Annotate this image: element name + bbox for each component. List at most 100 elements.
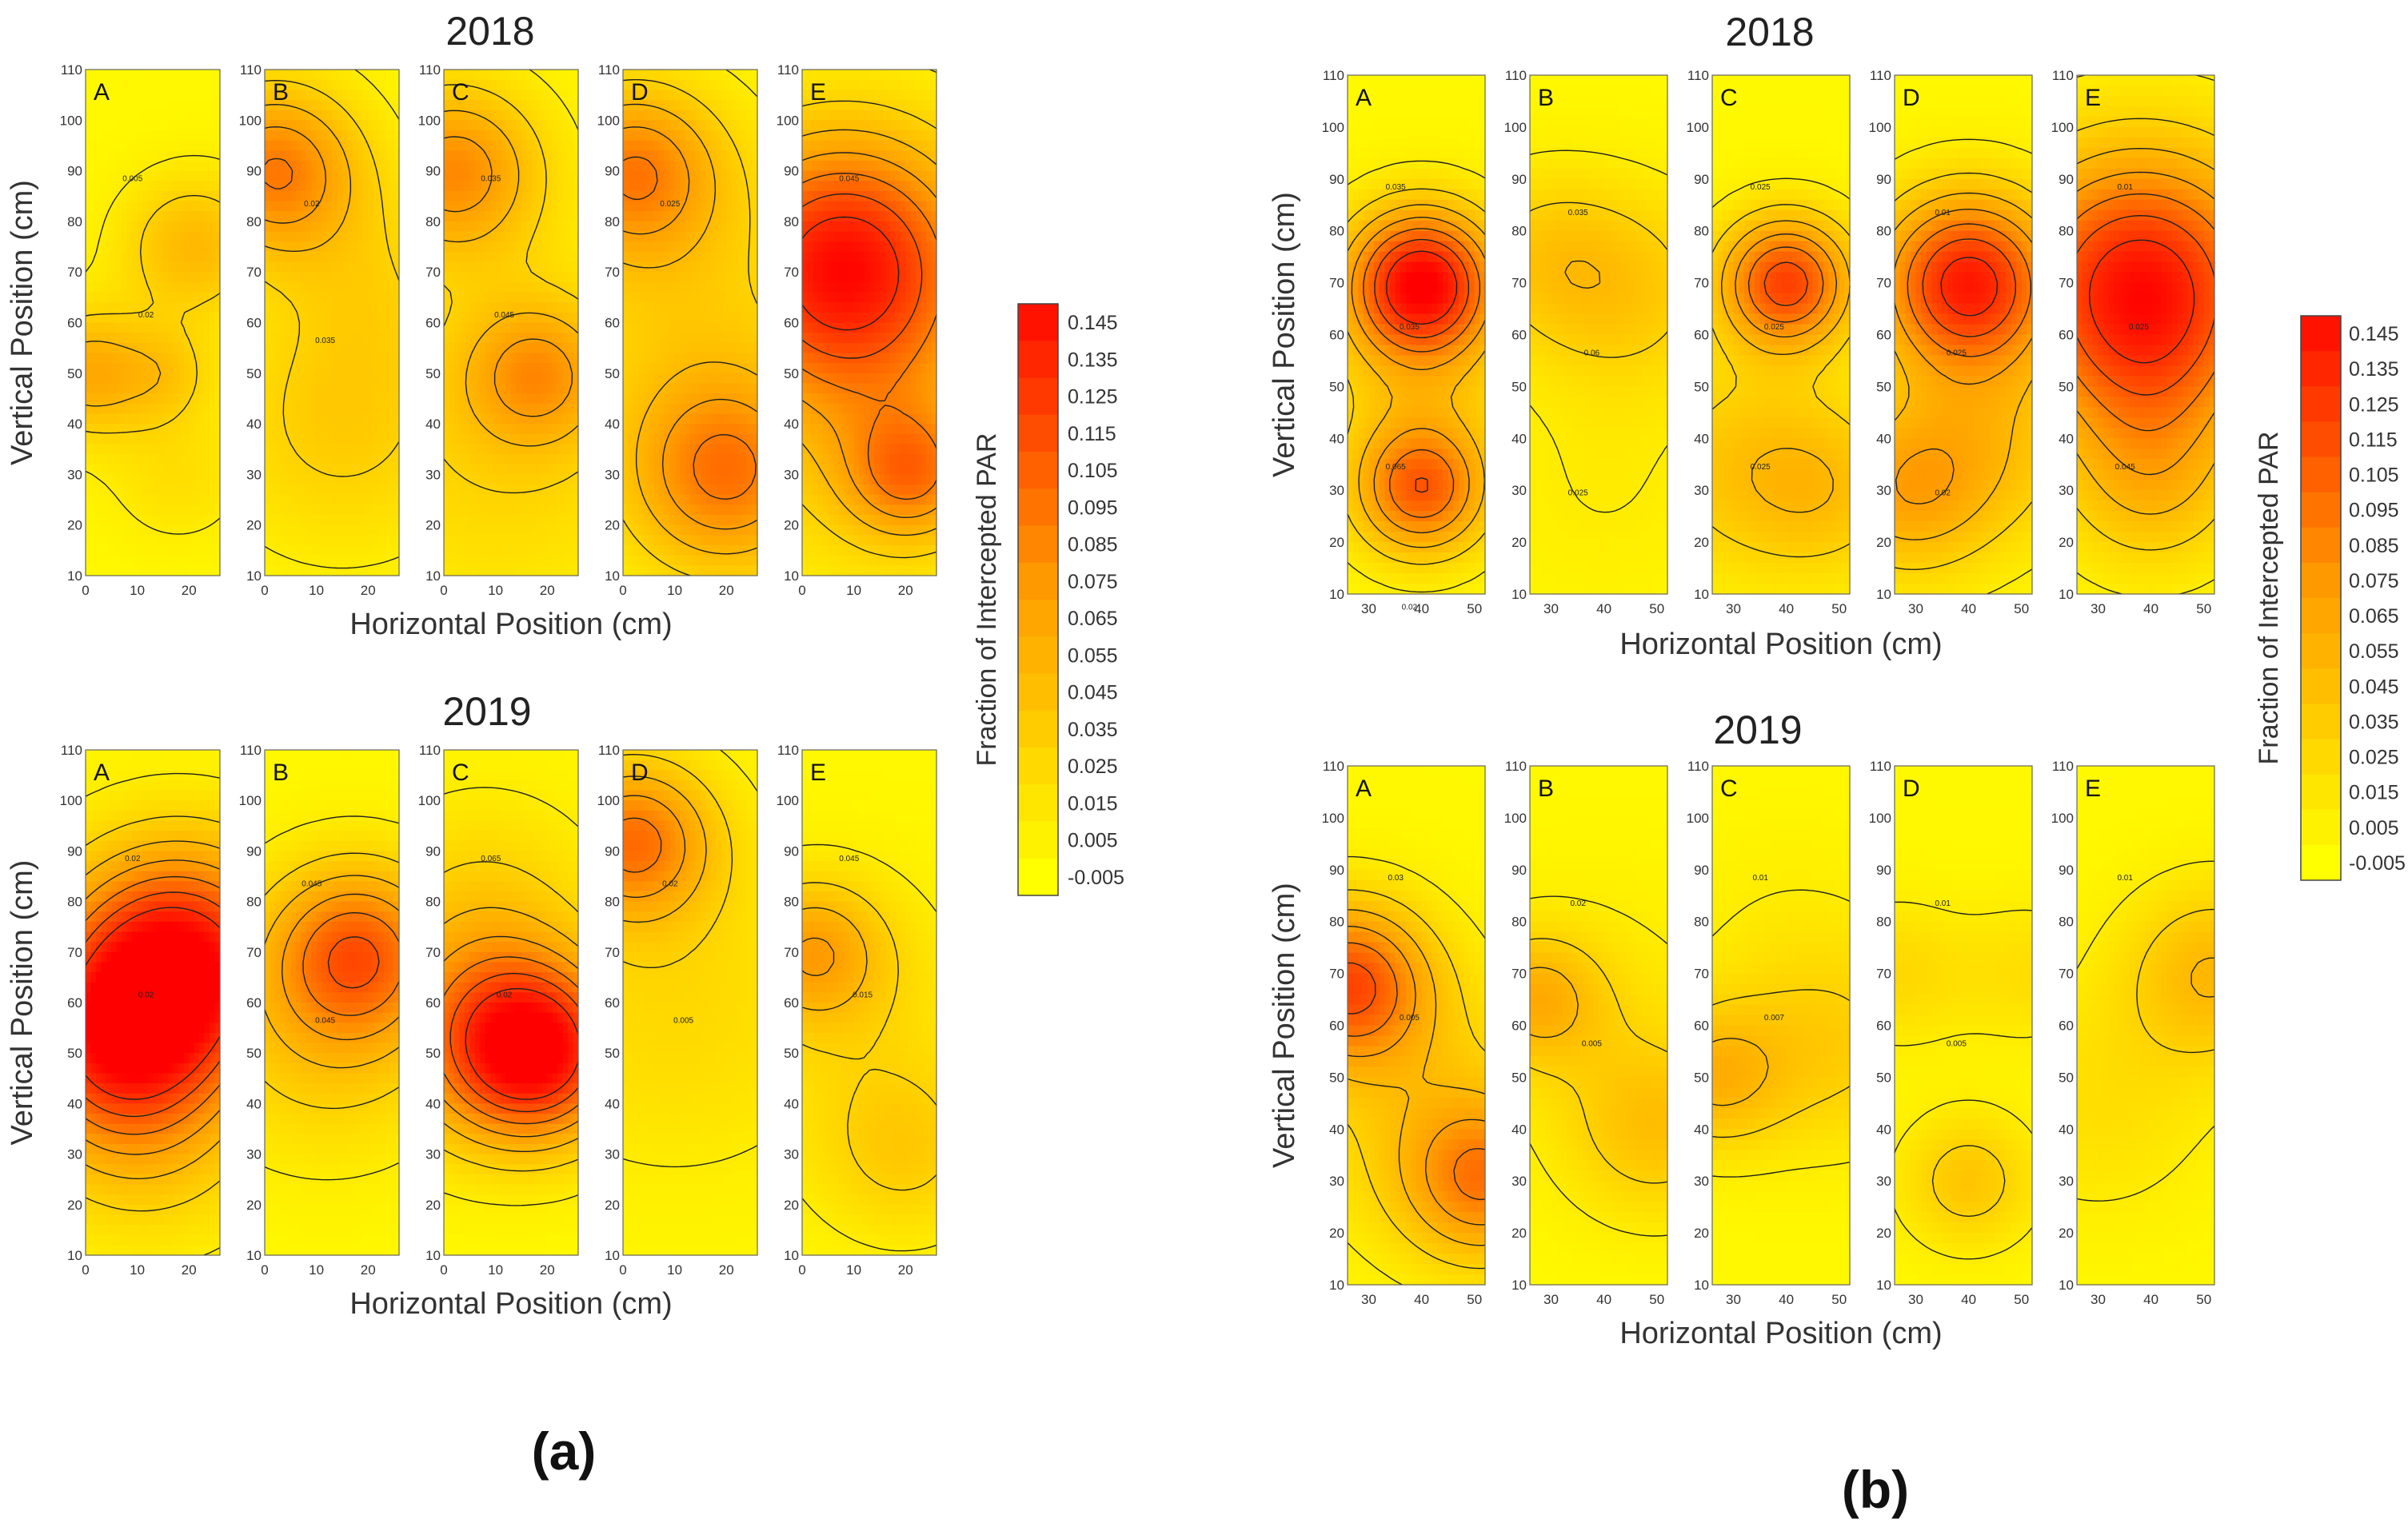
heat-cell	[526, 454, 532, 464]
heat-cell	[199, 70, 205, 80]
heat-cell	[153, 474, 158, 484]
heat-cell	[537, 262, 542, 273]
heat-cell	[174, 454, 179, 464]
heat-cell	[705, 393, 711, 404]
heat-cell	[469, 383, 475, 393]
heat-cell	[475, 90, 481, 100]
heat-cell	[644, 282, 649, 293]
heat-cell	[332, 565, 337, 576]
heat-cell	[465, 464, 470, 475]
heat-cell	[347, 282, 353, 293]
heat-cell	[501, 171, 506, 181]
heat-cell	[368, 191, 373, 201]
heat-cell	[270, 495, 275, 505]
heat-cell	[732, 333, 737, 343]
heat-cell	[537, 161, 542, 171]
heat-cell	[205, 262, 210, 273]
heat-cell	[194, 171, 200, 181]
heat-cell	[701, 181, 706, 191]
heat-cell	[101, 343, 106, 353]
heat-cell	[142, 150, 148, 161]
heat-cell	[444, 343, 449, 353]
heat-cell	[716, 181, 721, 191]
heat-cell	[384, 404, 389, 414]
heat-cell	[96, 535, 102, 545]
heat-cell	[459, 495, 465, 505]
heat-cell	[389, 211, 394, 221]
heat-cell	[138, 454, 143, 464]
heat-cell	[459, 353, 465, 363]
heat-cell	[480, 464, 485, 475]
heat-cell	[542, 181, 548, 191]
heat-cell	[306, 565, 312, 576]
heat-cell	[163, 110, 169, 121]
heat-cell	[306, 484, 312, 495]
heat-cell	[270, 343, 275, 353]
heat-cell	[721, 130, 727, 141]
heat-cell	[454, 181, 460, 191]
heat-cell	[148, 171, 154, 181]
y-tick-label: 70	[246, 265, 262, 280]
heat-cell	[563, 150, 569, 161]
heat-cell	[286, 141, 291, 151]
heat-cell	[199, 130, 205, 141]
heat-cell	[537, 383, 542, 393]
heat-cell	[174, 393, 179, 404]
heat-cell	[506, 272, 512, 282]
heat-cell	[633, 161, 639, 171]
heat-cell	[168, 535, 174, 545]
heat-cell	[337, 363, 342, 373]
heat-cell	[485, 444, 491, 454]
heat-cell	[496, 565, 501, 576]
heat-cell	[378, 150, 384, 161]
heat-cell	[174, 373, 179, 384]
heat-cell	[342, 282, 348, 293]
heat-cell	[353, 525, 358, 536]
heat-cell	[178, 565, 184, 576]
heat-cell	[695, 252, 701, 262]
heat-cell	[389, 474, 394, 484]
heat-cell	[638, 130, 644, 141]
heat-cell	[332, 252, 337, 262]
heat-cell	[290, 313, 296, 323]
heat-cell	[117, 474, 122, 484]
heat-cell	[480, 413, 485, 424]
heat-cell	[275, 272, 281, 282]
heat-cell	[132, 545, 138, 556]
heat-cell	[142, 565, 148, 576]
heat-cell	[357, 333, 363, 343]
heat-cell	[542, 556, 548, 566]
heat-cell	[690, 293, 696, 303]
heat-cell	[127, 120, 133, 130]
heat-cell	[649, 383, 654, 393]
heat-cell	[506, 353, 512, 363]
heat-cell	[737, 232, 742, 242]
heat-cell	[705, 90, 711, 100]
heat-cell	[132, 150, 138, 161]
heat-cell	[199, 161, 205, 171]
heat-cell	[178, 70, 184, 80]
heat-cell	[373, 565, 379, 576]
heat-cell	[122, 535, 127, 545]
heat-cell	[633, 141, 639, 151]
heat-cell	[568, 211, 573, 221]
heat-cell	[511, 504, 517, 515]
heat-cell	[669, 393, 675, 404]
heat-cell	[389, 130, 394, 141]
heat-cell	[680, 232, 685, 242]
heat-cell	[117, 161, 122, 171]
heat-cell	[669, 323, 675, 333]
heat-cell	[532, 161, 537, 171]
heat-cell	[96, 120, 102, 130]
heat-cell	[132, 565, 138, 576]
heat-cell	[90, 495, 96, 505]
heat-cell	[737, 404, 742, 414]
heat-cell	[633, 221, 639, 232]
heat-cell	[521, 323, 527, 333]
heat-cell	[138, 130, 143, 141]
heat-cell	[210, 211, 215, 221]
heat-cell	[680, 293, 685, 303]
heat-cell	[454, 565, 460, 576]
heat-cell	[557, 141, 563, 151]
heat-cell	[353, 241, 358, 252]
